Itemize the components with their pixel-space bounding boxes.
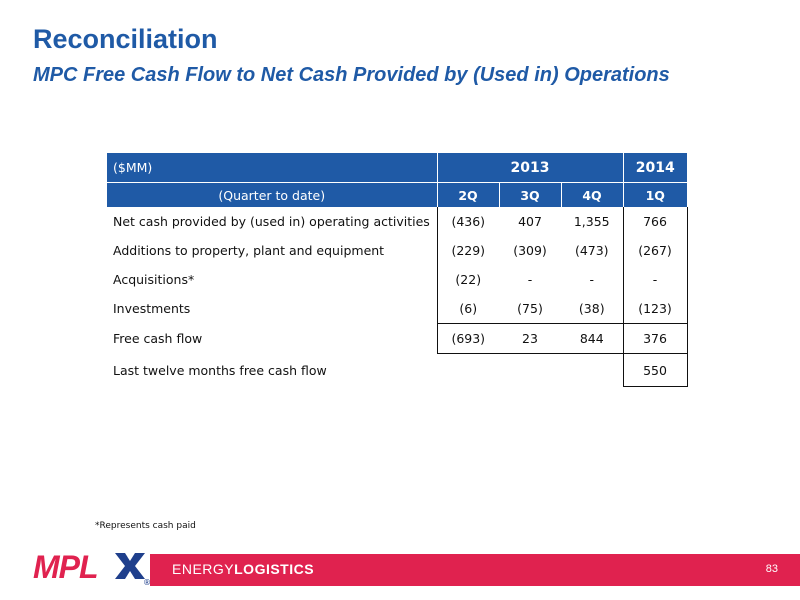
- table-cell: (22): [436, 265, 499, 294]
- row-label: Additions to property, plant and equipme…: [113, 243, 385, 258]
- table-cell: -: [589, 272, 594, 287]
- table-cell: (6): [436, 294, 499, 324]
- period-label: (Quarter to date): [107, 182, 437, 207]
- table-cell: 1,355: [573, 214, 610, 229]
- table-header-quarters: (Quarter to date) 2Q 3Q 4Q 1Q: [107, 182, 687, 207]
- table-cell: (75): [517, 301, 543, 316]
- row-label: Net cash provided by (used in) operating…: [113, 214, 430, 229]
- brand-text-energy: ENERGY: [172, 561, 235, 577]
- row-label: Free cash flow: [113, 331, 203, 346]
- footer-bar: ENERGYLOGISTICS 83: [150, 554, 800, 586]
- registered-mark: ®: [143, 578, 151, 587]
- footnote: *Represents cash paid: [95, 521, 196, 531]
- quarter-header: 1Q: [622, 182, 687, 207]
- table-cell: (436): [436, 207, 499, 236]
- reconciliation-table: ($MM) 2013 2014 (Quarter to date) 2Q 3Q …: [107, 153, 688, 387]
- table-cell: -: [527, 272, 533, 287]
- page-title: Reconciliation: [33, 24, 218, 54]
- quarter-header: 3Q: [498, 182, 561, 207]
- year-header-2014: 2014: [622, 153, 687, 183]
- table-row: Investments (6) (75) (38) (123): [107, 294, 688, 324]
- table-row-free-cash-flow: Free cash flow (693) 23 844 376: [107, 323, 688, 354]
- row-label: Last twelve months free cash flow: [113, 362, 327, 378]
- brand-text: ENERGYLOGISTICS: [172, 561, 314, 577]
- svg-text:MPL: MPL: [33, 549, 98, 585]
- table-row: Additions to property, plant and equipme…: [107, 236, 688, 265]
- quarter-header: 4Q: [560, 182, 623, 207]
- table-cell: 844: [561, 323, 623, 354]
- table-row: Net cash provided by (used in) operating…: [107, 207, 688, 236]
- table-cell: (229): [436, 236, 499, 265]
- table-cell: (38): [578, 301, 605, 316]
- table-cell: 23: [499, 323, 561, 354]
- page-subtitle: MPC Free Cash Flow to Net Cash Provided …: [33, 64, 670, 86]
- table-cell: (473): [574, 243, 609, 258]
- page-number: 83: [765, 563, 778, 575]
- table-cell: 550: [622, 353, 688, 387]
- table-cell: (309): [513, 243, 547, 258]
- table-cell: (267): [622, 236, 688, 265]
- table-cell: 407: [518, 214, 542, 229]
- year-header-2013: 2013: [436, 153, 623, 183]
- table-cell: 766: [622, 207, 688, 236]
- table-cell: 376: [622, 323, 688, 354]
- row-label: Investments: [113, 301, 191, 317]
- quarter-header: 2Q: [436, 182, 499, 207]
- brand-text-logistics: LOGISTICS: [234, 561, 315, 577]
- table-cell: (123): [622, 294, 688, 324]
- table-cell: -: [622, 265, 688, 294]
- row-label: Acquisitions*: [113, 272, 195, 287]
- mplx-logo: MPL ®: [33, 549, 151, 587]
- table-row-ltm: Last twelve months free cash flow 550: [107, 353, 688, 387]
- table-row: Acquisitions* (22) - - -: [107, 265, 688, 294]
- table-cell: (693): [436, 323, 499, 354]
- table-header-years: ($MM) 2013 2014: [107, 153, 687, 183]
- unit-label: ($MM): [107, 153, 437, 183]
